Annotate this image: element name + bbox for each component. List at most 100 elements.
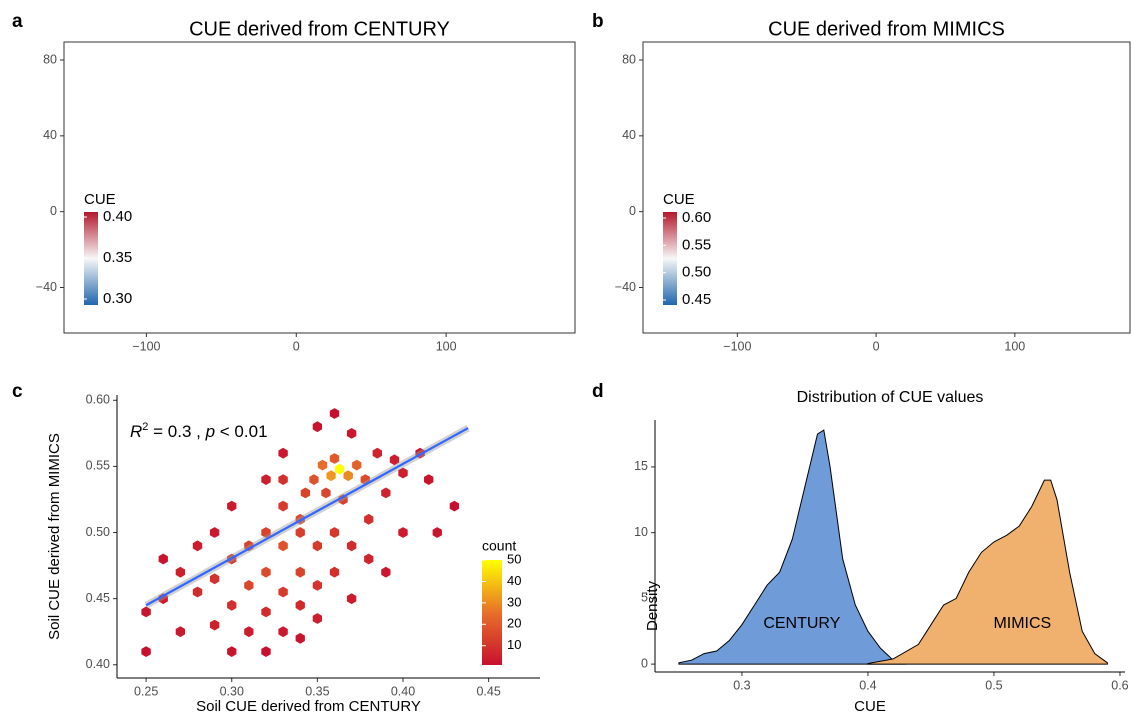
y-tick-label: 0.45 <box>86 591 110 605</box>
hexbin <box>372 447 382 459</box>
panel-label: d <box>592 381 604 402</box>
hexbin <box>343 470 353 482</box>
hexbin <box>175 566 185 578</box>
hexbin <box>326 470 336 482</box>
x-tick-label: 0.35 <box>305 684 329 698</box>
hexbin <box>329 408 340 419</box>
hexbin <box>346 540 357 552</box>
panel-label: b <box>592 11 604 32</box>
hexbin <box>346 593 357 605</box>
legend-label: 0.50 <box>682 264 711 281</box>
hexbin <box>317 459 328 471</box>
y-tick-label: 15 <box>634 459 648 473</box>
y-tick-label: 40 <box>43 128 57 142</box>
legend-label: 10 <box>507 637 521 652</box>
map-a-land <box>88 78 538 318</box>
series-label: CENTURY <box>763 615 840 632</box>
x-axis-title: Soil CUE derived from CENTURY <box>196 698 421 714</box>
hexbin <box>261 527 271 538</box>
hexbin <box>209 527 220 538</box>
hexbin <box>329 566 340 578</box>
hexbin <box>300 487 311 499</box>
x-tick-label: 0.40 <box>391 684 415 698</box>
legend-label: 40 <box>507 573 521 588</box>
hexbin <box>449 500 459 512</box>
hexbin <box>335 463 345 475</box>
panel-border <box>642 41 1131 334</box>
colorbar <box>482 560 502 665</box>
x-tick-label: −100 <box>723 339 751 353</box>
x-tick-label: 0.4 <box>859 678 876 692</box>
hexbin <box>312 540 322 552</box>
y-tick-label: 0.60 <box>86 393 110 407</box>
hexbin <box>352 459 362 471</box>
legend-label: 0.35 <box>103 249 132 266</box>
legend-label: 30 <box>507 594 521 609</box>
y-tick-label: −40 <box>36 280 57 294</box>
y-tick-label: 0.55 <box>86 459 110 473</box>
hexbin <box>227 500 237 512</box>
hexbin <box>295 599 305 611</box>
x-tick-label: 0.6 <box>1111 678 1128 692</box>
colorbar <box>663 212 677 305</box>
hexbin <box>424 474 434 485</box>
x-tick-label: 0 <box>873 339 880 353</box>
y-axis-title: Soil CUE derived from MIMICS <box>46 433 63 640</box>
hexbin <box>432 527 442 538</box>
x-axis-title: CUE <box>854 698 886 714</box>
legend-label: 0.40 <box>103 208 132 225</box>
annotation-part: p <box>205 422 215 441</box>
hexbin <box>321 487 331 499</box>
x-tick-label: 0.45 <box>476 684 500 698</box>
hexbin <box>261 606 271 618</box>
hexbin <box>261 566 271 578</box>
hexbin <box>227 646 237 657</box>
y-tick-label: 0.40 <box>86 657 110 671</box>
panel-label: a <box>12 11 23 32</box>
y-tick-label: 0 <box>50 204 57 218</box>
hexbin <box>329 453 340 464</box>
hexbin <box>389 454 400 466</box>
colorbar <box>84 212 98 305</box>
legend-title: CUE <box>84 191 116 208</box>
annotation: R2 = 0.3 , p < 0.01 <box>130 421 268 442</box>
hexbin <box>312 421 322 433</box>
hexbin <box>381 487 391 499</box>
y-tick-label: 0.50 <box>86 525 110 539</box>
series-label: MIMICS <box>993 615 1051 632</box>
hexbin <box>278 540 288 552</box>
y-tick-label: 10 <box>634 525 648 539</box>
hexbin <box>278 626 288 638</box>
hexbin <box>209 573 220 585</box>
legend-label: 50 <box>507 551 521 566</box>
chart-title: CUE derived from MIMICS <box>768 18 1005 40</box>
hexbin <box>192 540 203 552</box>
y-tick-label: −40 <box>615 280 636 294</box>
hexbin <box>244 580 254 591</box>
hexbin <box>244 626 254 638</box>
hexbin <box>175 626 185 638</box>
hexbin <box>278 586 288 598</box>
hexbin <box>312 613 322 624</box>
hexbin <box>312 580 322 591</box>
panel-border <box>63 41 576 334</box>
fit-line <box>145 427 469 607</box>
x-tick-label: 100 <box>1004 339 1025 353</box>
hexbin <box>295 566 305 578</box>
hexbin <box>346 428 357 439</box>
hexbin <box>329 527 340 538</box>
hexbin <box>278 500 288 512</box>
hexbin <box>309 474 319 485</box>
hexbin <box>278 447 288 459</box>
hexbin <box>261 646 271 657</box>
y-axis-title: Density <box>644 580 661 631</box>
chart-title: CUE derived from CENTURY <box>189 18 450 40</box>
hexbin <box>209 619 220 631</box>
x-tick-label: 100 <box>436 339 457 353</box>
x-tick-label: 0.30 <box>220 684 244 698</box>
y-tick-label: 5 <box>641 591 648 605</box>
hexbin <box>141 606 151 618</box>
hexbin <box>227 599 237 611</box>
